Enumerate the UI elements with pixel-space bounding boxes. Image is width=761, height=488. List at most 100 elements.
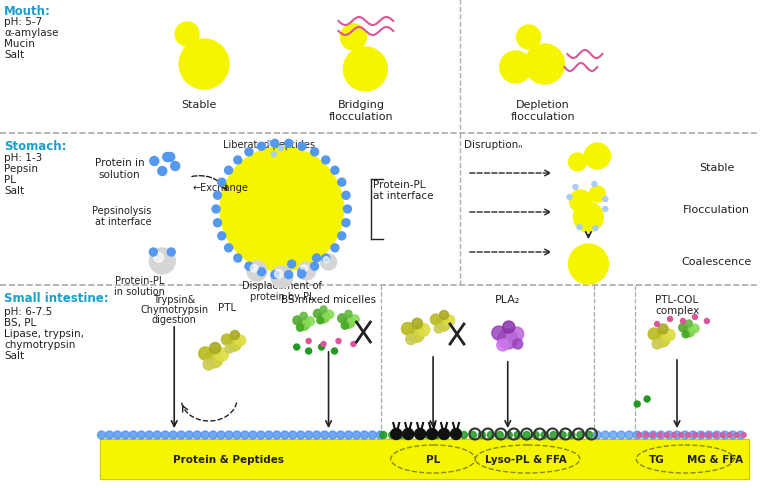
Circle shape	[235, 335, 246, 346]
Circle shape	[342, 219, 350, 227]
Circle shape	[667, 317, 673, 322]
Circle shape	[470, 431, 476, 439]
Circle shape	[550, 431, 557, 439]
Circle shape	[496, 431, 503, 439]
Circle shape	[218, 179, 226, 187]
Circle shape	[634, 401, 640, 407]
Text: Salt: Salt	[4, 185, 24, 196]
Circle shape	[593, 226, 598, 231]
Circle shape	[686, 320, 693, 327]
Circle shape	[170, 162, 180, 171]
Circle shape	[153, 431, 161, 439]
Circle shape	[331, 167, 339, 175]
Circle shape	[352, 431, 361, 439]
Circle shape	[671, 433, 677, 438]
Circle shape	[163, 153, 172, 162]
Circle shape	[317, 317, 323, 324]
Circle shape	[281, 431, 288, 439]
Circle shape	[417, 324, 430, 336]
Circle shape	[185, 431, 193, 439]
Circle shape	[306, 348, 311, 354]
Text: Protein & Peptides: Protein & Peptides	[174, 454, 285, 464]
Circle shape	[603, 197, 608, 202]
Circle shape	[492, 326, 506, 340]
Text: complex: complex	[655, 305, 699, 315]
Circle shape	[319, 345, 324, 350]
Circle shape	[227, 337, 241, 351]
Circle shape	[431, 314, 441, 325]
Text: Protein in: Protein in	[94, 158, 145, 168]
Text: Salt: Salt	[4, 50, 24, 60]
Circle shape	[398, 431, 405, 439]
Circle shape	[343, 48, 387, 92]
Text: Trypsin&: Trypsin&	[153, 294, 196, 305]
Circle shape	[161, 431, 169, 439]
Text: flocculation: flocculation	[511, 112, 575, 122]
Text: BS, PL: BS, PL	[4, 317, 37, 327]
Circle shape	[713, 431, 721, 439]
Circle shape	[451, 428, 461, 440]
Circle shape	[584, 143, 610, 170]
Circle shape	[203, 359, 214, 370]
Circle shape	[214, 192, 221, 200]
Circle shape	[265, 431, 272, 439]
Circle shape	[210, 343, 221, 354]
Circle shape	[205, 350, 223, 368]
Circle shape	[728, 433, 732, 438]
Text: at interface: at interface	[94, 217, 151, 226]
Text: Mouth:: Mouth:	[4, 5, 51, 18]
Circle shape	[149, 248, 158, 257]
Circle shape	[341, 323, 349, 329]
Circle shape	[737, 431, 745, 439]
Text: Lyso-PL & FFA: Lyso-PL & FFA	[485, 454, 566, 464]
Circle shape	[689, 431, 697, 439]
Circle shape	[106, 431, 113, 439]
Circle shape	[298, 263, 316, 281]
Circle shape	[487, 431, 495, 439]
Circle shape	[658, 325, 668, 334]
Text: ←Exchange: ←Exchange	[192, 183, 248, 193]
Circle shape	[654, 331, 670, 347]
Circle shape	[434, 325, 443, 333]
Text: in solution: in solution	[114, 286, 165, 296]
Circle shape	[460, 431, 467, 439]
Circle shape	[258, 145, 263, 150]
Circle shape	[329, 431, 336, 439]
Circle shape	[224, 167, 233, 175]
Circle shape	[651, 433, 655, 438]
Circle shape	[412, 319, 422, 329]
Circle shape	[336, 339, 341, 344]
Circle shape	[221, 334, 232, 345]
Circle shape	[513, 339, 523, 349]
Circle shape	[167, 248, 175, 257]
Circle shape	[568, 154, 587, 172]
Text: α-amylase: α-amylase	[4, 28, 59, 38]
Circle shape	[657, 431, 665, 439]
Circle shape	[342, 192, 350, 200]
Circle shape	[498, 329, 517, 349]
Circle shape	[310, 263, 319, 271]
Circle shape	[679, 433, 683, 438]
Circle shape	[306, 339, 311, 344]
Circle shape	[679, 324, 687, 332]
Bar	[100, 439, 749, 479]
Circle shape	[297, 431, 304, 439]
Circle shape	[427, 428, 438, 440]
Circle shape	[322, 157, 330, 164]
Circle shape	[218, 232, 226, 241]
Text: Protein-PL: Protein-PL	[374, 180, 426, 190]
Circle shape	[402, 323, 414, 335]
Circle shape	[479, 431, 486, 439]
Circle shape	[706, 433, 712, 438]
Circle shape	[594, 431, 601, 439]
Circle shape	[681, 431, 689, 439]
Text: Stable: Stable	[699, 163, 734, 173]
Circle shape	[691, 325, 699, 333]
Circle shape	[169, 431, 177, 439]
Text: Liberated peptides: Liberated peptides	[223, 140, 315, 150]
Circle shape	[434, 431, 441, 439]
Circle shape	[637, 433, 642, 438]
Text: Disruptionₙ: Disruptionₙ	[464, 140, 522, 150]
Circle shape	[249, 431, 257, 439]
Circle shape	[288, 141, 293, 146]
